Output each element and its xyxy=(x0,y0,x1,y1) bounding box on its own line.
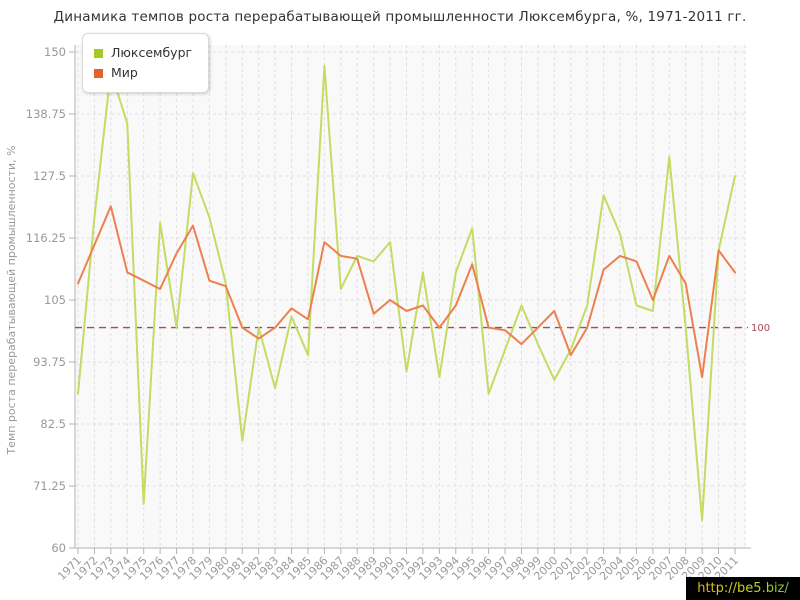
legend-label-luxembourg: Люксембург xyxy=(111,45,193,60)
y-axis-title: Темп роста перерабатывающей промышленнос… xyxy=(5,145,18,455)
legend-swatch-world xyxy=(94,68,103,78)
reference-line-label: 100 xyxy=(751,323,770,334)
y-tick-label: 127.5 xyxy=(33,169,66,183)
legend: Люксембург Мир xyxy=(82,33,210,93)
y-tick-label: 138.75 xyxy=(26,107,66,121)
y-tick-label: 105 xyxy=(44,293,66,307)
chart-title: Динамика темпов роста перерабатывающей п… xyxy=(53,9,747,25)
y-tick-label: 71.25 xyxy=(33,479,66,493)
legend-item-world: Мир xyxy=(94,63,192,83)
series-line-world xyxy=(77,205,736,379)
watermark-url: http://be5.biz/ xyxy=(697,581,789,596)
y-tick-label: 82.5 xyxy=(40,417,66,431)
watermark-badge: http://be5.biz/ xyxy=(686,577,800,600)
legend-label-world: Мир xyxy=(111,65,138,80)
y-tick-label: 93.75 xyxy=(33,355,66,369)
plot-background xyxy=(75,45,745,548)
legend-swatch-luxembourg xyxy=(94,48,103,58)
legend-item-luxembourg: Люксембург xyxy=(94,43,192,63)
y-tick-label: 60 xyxy=(51,541,66,555)
y-tick-label: 150 xyxy=(44,45,66,59)
y-tick-label: 116.25 xyxy=(26,231,66,245)
